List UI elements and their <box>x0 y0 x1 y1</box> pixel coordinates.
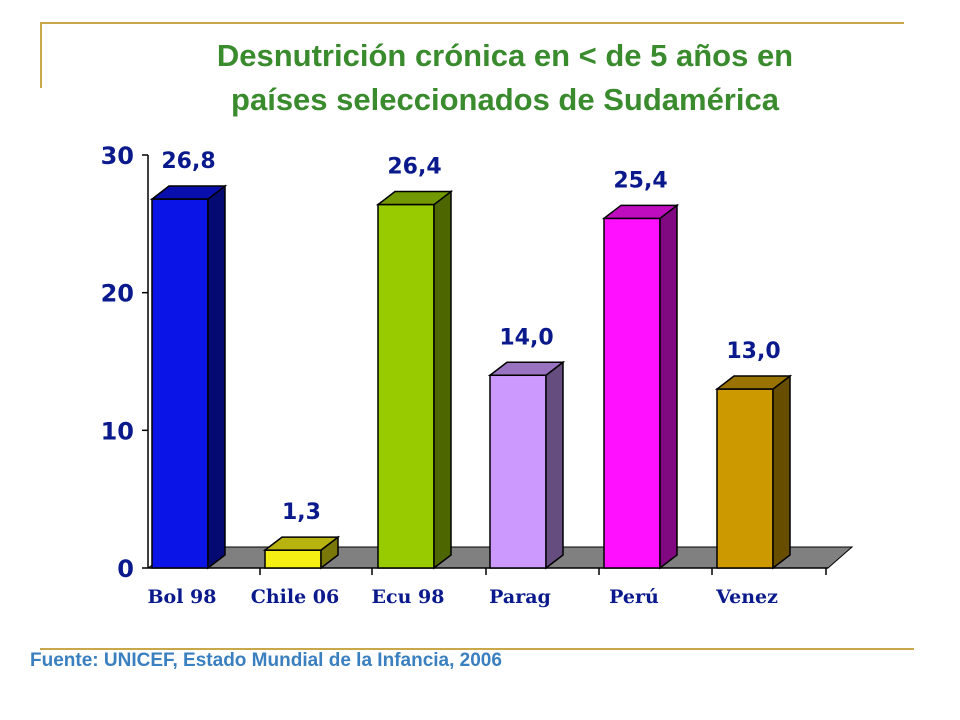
bar-side <box>207 184 226 570</box>
bar-front <box>489 374 547 569</box>
bar-value-label: 1,3 <box>282 500 321 525</box>
y-tick-label: 30 <box>101 142 134 170</box>
bar-front <box>603 217 661 569</box>
left-rule <box>40 22 42 88</box>
bar-top <box>262 536 341 551</box>
bottom-rule <box>40 648 914 650</box>
chart-title-line-2: países seleccionados de Sudamérica <box>231 82 779 117</box>
x-category-label: Perú <box>609 586 659 608</box>
bar-top <box>487 361 566 377</box>
bar-top <box>601 204 680 220</box>
bar-value-label: 25,4 <box>613 168 667 193</box>
bar-value-label: 13,0 <box>726 339 780 364</box>
x-category-label: Venez <box>715 586 778 608</box>
chart-title-line-1: Desnutrición crónica en < de 5 años en <box>216 38 794 73</box>
bar-side <box>772 374 791 570</box>
y-tick-label: 10 <box>101 417 134 445</box>
bar-value-label: 26,4 <box>387 155 441 180</box>
x-category-label: Parag <box>489 586 551 608</box>
bar-side <box>659 203 678 570</box>
source-note: Fuente: UNICEF, Estado Mundial de la Inf… <box>30 650 502 671</box>
x-category-label: Bol 98 <box>147 586 216 608</box>
bar-top <box>149 185 228 200</box>
bar-top <box>375 190 454 206</box>
y-tick-label: 20 <box>101 280 134 308</box>
x-category-label: Ecu 98 <box>372 586 445 608</box>
bar-value-label: 14,0 <box>499 325 553 350</box>
bar-top <box>714 375 793 390</box>
bar-value-label: 26,8 <box>161 149 215 174</box>
x-category-label: Chile 06 <box>251 586 340 608</box>
bar-front <box>151 198 209 569</box>
bar-front <box>716 388 774 569</box>
bar-side <box>433 190 452 570</box>
bar-front <box>377 203 435 569</box>
y-tick-label: 0 <box>117 555 134 583</box>
top-rule <box>40 22 904 24</box>
bar-front <box>264 549 322 569</box>
bar-side <box>545 360 564 570</box>
